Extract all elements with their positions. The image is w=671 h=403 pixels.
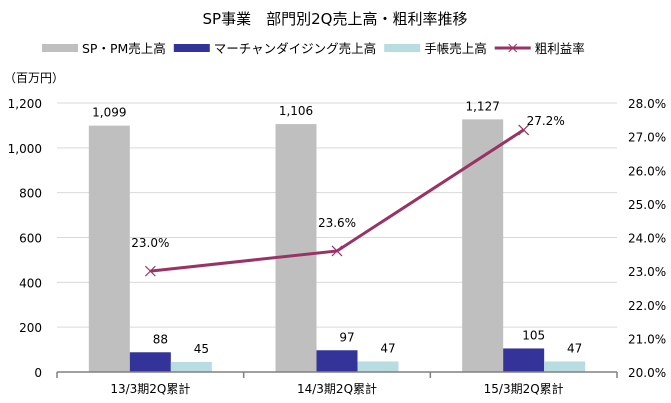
x-tick-label: 13/3期2Q累計 xyxy=(110,381,190,396)
y-tick-label: 0 xyxy=(34,366,42,380)
legend-marker xyxy=(508,43,518,53)
bar xyxy=(462,119,504,372)
bar xyxy=(170,361,212,372)
bar-data-label: 105 xyxy=(522,328,545,342)
y2-tick-label: 22.0% xyxy=(628,299,666,313)
bar xyxy=(357,361,399,372)
bar-data-label: 1,127 xyxy=(465,99,499,113)
bar-data-label: 97 xyxy=(339,330,354,344)
bar xyxy=(544,361,586,372)
bar xyxy=(316,350,358,372)
y2-tick-label: 20.0% xyxy=(628,366,666,380)
bar-data-label: 47 xyxy=(567,341,582,355)
y2-tick-label: 25.0% xyxy=(628,198,666,212)
y2-tick-label: 26.0% xyxy=(628,164,666,178)
legend-label: マーチャンダイジング売上高 xyxy=(214,41,376,56)
line-data-label: 23.0% xyxy=(131,236,169,250)
legend-swatch xyxy=(42,44,78,52)
bar-data-label: 47 xyxy=(380,341,395,355)
y2-tick-label: 28.0% xyxy=(628,97,666,111)
bar-data-label: 1,099 xyxy=(92,106,126,120)
line-point-marker xyxy=(144,265,156,277)
line-data-label: 27.2% xyxy=(527,114,565,128)
bar-data-label: 1,106 xyxy=(279,104,313,118)
x-tick-label: 14/3期2Q累計 xyxy=(297,381,377,396)
line-point-marker xyxy=(331,245,343,257)
x-tick-label: 15/3期2Q累計 xyxy=(484,381,564,396)
y-tick-label: 200 xyxy=(19,321,42,335)
legend-swatch xyxy=(173,44,210,52)
y-tick-label: 1,200 xyxy=(8,97,42,111)
y2-tick-label: 21.0% xyxy=(628,332,666,346)
bar xyxy=(129,352,171,372)
bar xyxy=(88,125,130,372)
y-tick-label: 400 xyxy=(19,276,42,290)
bar xyxy=(275,124,317,373)
y-tick-label: 800 xyxy=(19,187,42,201)
y-axis-unit: （百万円） xyxy=(4,71,64,85)
bar-data-label: 45 xyxy=(194,342,209,356)
legend-label: 手帳売上高 xyxy=(424,41,487,56)
y-tick-label: 1,000 xyxy=(8,142,42,156)
y2-tick-label: 24.0% xyxy=(628,232,666,246)
y2-tick-label: 27.0% xyxy=(628,131,666,145)
legend-swatch xyxy=(384,44,421,52)
line-data-label: 23.6% xyxy=(318,216,356,230)
chart-title: SP事業 部門別2Q売上高・粗利率推移 xyxy=(203,10,468,28)
y2-tick-label: 23.0% xyxy=(628,265,666,279)
bar-data-label: 88 xyxy=(153,332,168,346)
bar xyxy=(503,348,545,372)
y-tick-label: 600 xyxy=(19,232,42,246)
legend-label: SP・PM売上高 xyxy=(82,41,166,56)
line-point-marker xyxy=(518,124,530,136)
legend-label: 粗利益率 xyxy=(535,41,585,56)
